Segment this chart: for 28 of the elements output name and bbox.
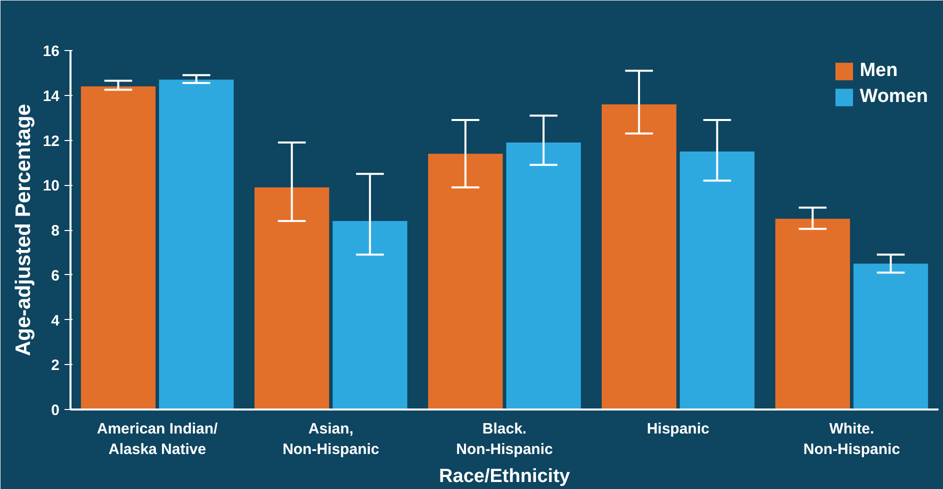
x-tick-label: American Indian/ Alaska Native — [96, 420, 219, 458]
bar — [853, 264, 928, 410]
bar — [80, 86, 156, 410]
y-tick-label: 4 — [51, 312, 60, 330]
bar — [775, 218, 850, 410]
x-tick-label: Asian, Non-Hispanic — [282, 420, 380, 458]
y-axis-title: Age-adjusted Percentage — [12, 104, 35, 356]
x-axis-title: Race/Ethnicity — [439, 466, 570, 487]
x-tick-label: Black. Non-Hispanic — [456, 420, 553, 458]
bar — [428, 154, 503, 410]
bar — [254, 187, 330, 410]
legend-label: Men — [860, 60, 898, 82]
y-tick-label: 10 — [42, 178, 60, 195]
bar — [332, 221, 408, 410]
y-tick-label: 0 — [51, 402, 60, 419]
bar — [602, 104, 676, 410]
bar — [680, 151, 754, 410]
y-tick-label: 8 — [51, 222, 60, 240]
y-tick-label: 16 — [42, 43, 60, 60]
bar — [506, 142, 581, 410]
bar — [159, 80, 234, 410]
x-tick-label: Hispanic — [646, 420, 710, 438]
x-tick-label: White. Non-Hispanic — [803, 420, 900, 458]
y-tick-label: 14 — [42, 88, 60, 105]
y-tick-label: 6 — [51, 267, 60, 284]
y-tick-label: 12 — [42, 132, 60, 150]
y-tick-label: 2 — [51, 357, 60, 374]
legend-label: Women — [860, 86, 928, 108]
